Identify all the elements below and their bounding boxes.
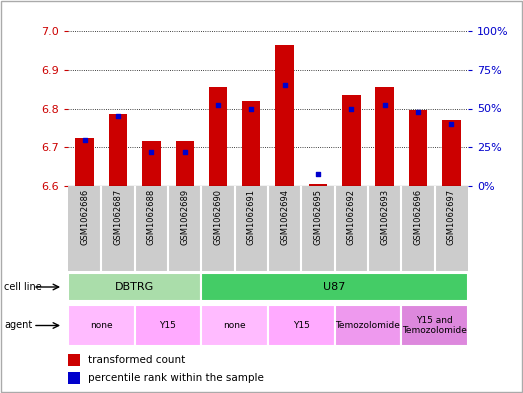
Point [381, 102, 389, 108]
Bar [335, 305, 401, 346]
Text: GSM1062694: GSM1062694 [280, 189, 289, 244]
Bar [242, 101, 260, 186]
Text: GSM1062693: GSM1062693 [380, 189, 389, 245]
Point [147, 149, 155, 155]
Bar [201, 273, 468, 301]
Point [180, 149, 189, 155]
Text: GSM1062689: GSM1062689 [180, 189, 189, 245]
Bar [109, 114, 127, 186]
Text: GSM1062697: GSM1062697 [447, 189, 456, 245]
Point [347, 105, 356, 112]
Text: none: none [90, 321, 112, 330]
Bar [276, 44, 294, 186]
Text: GSM1062695: GSM1062695 [313, 189, 323, 244]
Text: Y15: Y15 [293, 321, 310, 330]
Bar [435, 186, 468, 271]
Text: GSM1062686: GSM1062686 [80, 189, 89, 245]
Point [214, 102, 222, 108]
Point [447, 121, 456, 127]
Text: transformed count: transformed count [88, 355, 185, 365]
Bar [68, 372, 80, 384]
Bar [342, 95, 360, 186]
Text: GSM1062687: GSM1062687 [113, 189, 122, 245]
Text: GSM1062688: GSM1062688 [147, 189, 156, 245]
Bar [134, 186, 168, 271]
Bar [235, 186, 268, 271]
Bar [75, 138, 94, 186]
Bar [401, 186, 435, 271]
Point [114, 113, 122, 119]
Point [314, 171, 322, 177]
Text: agent: agent [4, 321, 32, 331]
Bar [268, 305, 335, 346]
Bar [301, 186, 335, 271]
Bar [201, 186, 235, 271]
Bar [68, 186, 101, 271]
Text: percentile rank within the sample: percentile rank within the sample [88, 373, 264, 383]
Text: none: none [223, 321, 246, 330]
Bar [101, 186, 134, 271]
Point [280, 82, 289, 88]
Bar [168, 186, 201, 271]
Point [81, 136, 89, 143]
Bar [142, 141, 161, 186]
Bar [68, 354, 80, 366]
Point [414, 108, 422, 115]
Bar [201, 305, 268, 346]
Text: Y15: Y15 [160, 321, 176, 330]
Text: GSM1062696: GSM1062696 [414, 189, 423, 245]
Bar [268, 186, 301, 271]
Bar [309, 184, 327, 186]
Bar [68, 273, 201, 301]
Bar [368, 186, 401, 271]
Bar [409, 110, 427, 186]
Bar [209, 87, 227, 186]
Text: DBTRG: DBTRG [115, 282, 154, 292]
Text: GSM1062691: GSM1062691 [247, 189, 256, 244]
Text: GSM1062690: GSM1062690 [213, 189, 222, 244]
Text: cell line: cell line [4, 282, 42, 292]
Bar [176, 141, 194, 186]
Text: U87: U87 [324, 282, 346, 292]
Bar [401, 305, 468, 346]
Bar [134, 305, 201, 346]
Text: Y15 and
Temozolomide: Y15 and Temozolomide [402, 316, 467, 335]
Text: GSM1062692: GSM1062692 [347, 189, 356, 244]
Bar [68, 305, 134, 346]
Bar [442, 120, 460, 186]
Point [247, 105, 256, 112]
Text: Temozolomide: Temozolomide [336, 321, 401, 330]
Bar [335, 186, 368, 271]
Bar [376, 87, 394, 186]
